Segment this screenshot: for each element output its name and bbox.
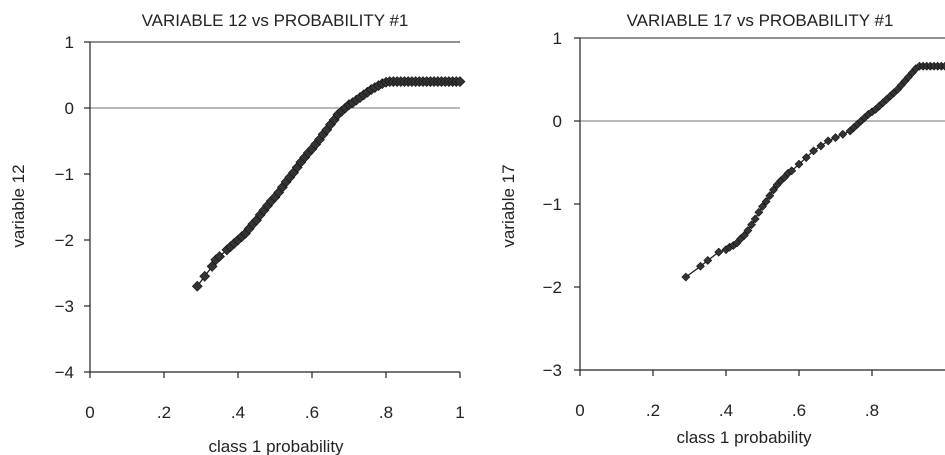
y-axis-label: variable 17 [499,164,518,247]
y-tick-label: −4 [55,363,74,382]
data-point [787,166,797,176]
y-tick-label: −1 [55,165,74,184]
data-point [739,231,749,240]
chart-title: VARIABLE 12 vs PROBABILITY #1 [142,11,409,30]
data-point [801,153,811,162]
y-tick-label: 0 [65,99,74,118]
data-point [743,226,753,235]
chart-variable-17: VARIABLE 17 vs PROBABILITY #1 class 1 pr… [499,11,945,447]
data-point [714,247,724,257]
x-tick-label: 0 [85,403,94,422]
data-point [681,272,691,282]
data-point [838,129,848,139]
data-point [191,280,203,292]
data-point [940,61,945,71]
chart-variable-12: VARIABLE 12 vs PROBABILITY #1 class 1 pr… [9,11,466,455]
y-tick-label: 1 [553,29,562,48]
y-tick-label: −3 [55,297,74,316]
x-tick-label: 0 [575,401,584,420]
x-tick-label: .6 [305,403,319,422]
data-point [214,251,225,262]
y-tick-label: −2 [55,231,74,250]
x-tick-label: .4 [231,403,245,422]
data-point [703,256,713,265]
data-point [761,197,771,206]
y-tick-label: −3 [543,361,562,380]
x-tick-label: 1 [455,403,464,422]
y-tick-label: −1 [543,195,562,214]
series-line [685,65,945,278]
x-tick-label: .2 [157,403,171,422]
y-tick-label: −2 [543,278,562,297]
x-axis-label: class 1 probability [676,428,812,447]
series-line [196,80,460,287]
data-point [794,159,804,169]
x-tick-label: .6 [792,401,806,420]
data-point [754,207,764,217]
y-axis-label: variable 12 [9,164,28,247]
x-tick-label: .8 [865,401,879,420]
data-point [747,220,756,230]
data-point [696,261,705,271]
x-tick-label: .4 [719,401,733,420]
x-tick-label: .2 [646,401,660,420]
data-point [831,133,840,143]
data-point [750,214,760,224]
data-point [809,146,819,156]
data-point [765,191,775,201]
data-point [758,202,767,211]
x-axis-label: class 1 probability [208,437,344,455]
y-tick-label: 1 [65,33,74,52]
data-point [199,270,211,282]
chart-title: VARIABLE 17 vs PROBABILITY #1 [627,11,894,30]
y-tick-label: 0 [553,112,562,131]
data-point [816,141,826,151]
x-tick-label: .8 [379,403,393,422]
data-point [454,76,466,88]
data-point [769,185,778,195]
data-point [823,136,833,146]
